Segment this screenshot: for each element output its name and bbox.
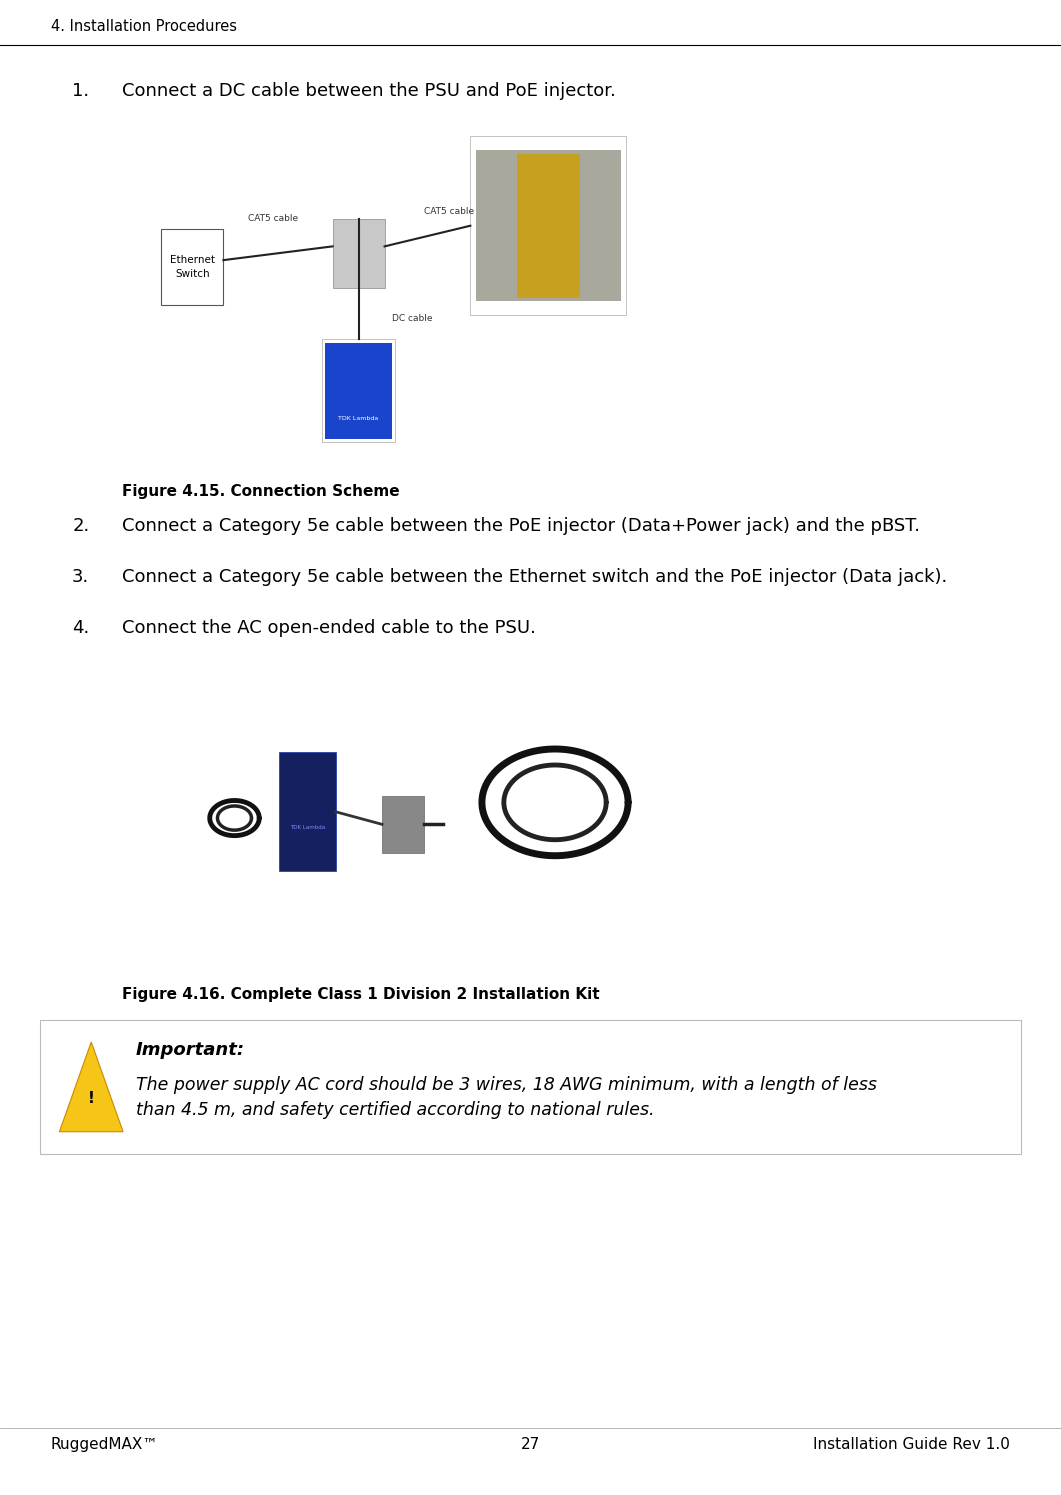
FancyBboxPatch shape <box>40 1020 1021 1154</box>
Text: 1.: 1. <box>72 82 89 100</box>
Text: DC cable: DC cable <box>393 314 433 323</box>
FancyBboxPatch shape <box>122 655 684 969</box>
Text: Figure 4.16. Complete Class 1 Division 2 Installation Kit: Figure 4.16. Complete Class 1 Division 2… <box>122 987 599 1002</box>
Text: 4. Installation Procedures: 4. Installation Procedures <box>51 19 237 34</box>
FancyBboxPatch shape <box>382 797 424 852</box>
FancyBboxPatch shape <box>332 218 384 287</box>
Text: Connect the AC open-ended cable to the PSU.: Connect the AC open-ended cable to the P… <box>122 619 536 637</box>
Text: The power supply AC cord should be 3 wires, 18 AWG minimum, with a length of les: The power supply AC cord should be 3 wir… <box>136 1076 876 1120</box>
Text: Figure 4.15. Connection Scheme: Figure 4.15. Connection Scheme <box>122 484 400 499</box>
Text: 2.: 2. <box>72 517 89 535</box>
Text: CAT5 cable: CAT5 cable <box>247 214 298 223</box>
Polygon shape <box>59 1042 123 1132</box>
Text: TDK Lambda: TDK Lambda <box>290 825 326 830</box>
Text: !: ! <box>88 1091 94 1106</box>
Text: Connect a Category 5e cable between the Ethernet switch and the PoE injector (Da: Connect a Category 5e cable between the … <box>122 568 947 586</box>
FancyBboxPatch shape <box>517 154 579 298</box>
Text: Ethernet
Switch: Ethernet Switch <box>170 256 214 278</box>
Text: Connect a DC cable between the PSU and PoE injector.: Connect a DC cable between the PSU and P… <box>122 82 615 100</box>
Text: 4.: 4. <box>72 619 89 637</box>
FancyBboxPatch shape <box>475 150 621 302</box>
Text: CAT5 cable: CAT5 cable <box>424 208 474 217</box>
FancyBboxPatch shape <box>325 342 393 440</box>
Text: RuggedMAX™: RuggedMAX™ <box>51 1437 158 1452</box>
FancyBboxPatch shape <box>323 339 395 443</box>
FancyBboxPatch shape <box>470 136 626 315</box>
Text: TDK Lambda: TDK Lambda <box>338 416 379 420</box>
Text: Important:: Important: <box>136 1041 245 1058</box>
FancyBboxPatch shape <box>161 229 224 305</box>
Text: Installation Guide Rev 1.0: Installation Guide Rev 1.0 <box>813 1437 1010 1452</box>
Text: 3.: 3. <box>72 568 89 586</box>
FancyBboxPatch shape <box>279 752 335 872</box>
Text: Connect a Category 5e cable between the PoE injector (Data+Power jack) and the p: Connect a Category 5e cable between the … <box>122 517 920 535</box>
Text: 27: 27 <box>521 1437 540 1452</box>
FancyBboxPatch shape <box>122 123 642 466</box>
